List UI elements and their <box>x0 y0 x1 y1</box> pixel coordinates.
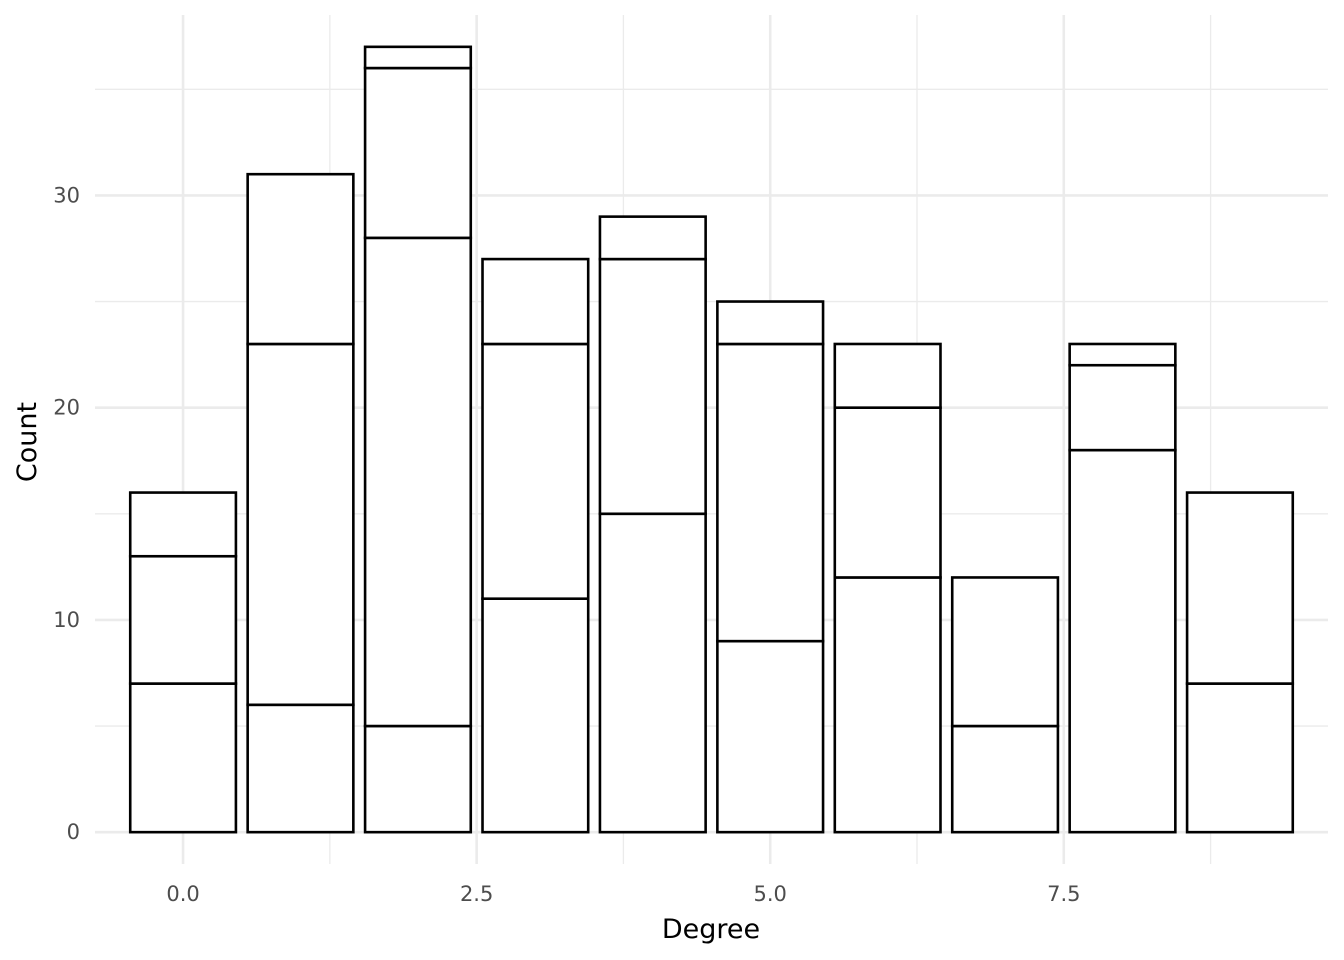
bar-segment <box>716 342 825 643</box>
y-tick-label: 20 <box>53 396 80 420</box>
x-tick-label: 7.5 <box>1047 882 1080 906</box>
x-tick-label: 0.0 <box>166 882 199 906</box>
y-axis-title: Count <box>12 402 43 482</box>
bar-segment <box>1068 342 1177 367</box>
y-tick-label: 0 <box>67 820 80 844</box>
bar-segment <box>1068 448 1177 834</box>
bar-stack <box>363 45 473 834</box>
bar-segment <box>598 512 707 834</box>
bar-segment <box>950 576 1060 728</box>
bar-segment <box>128 682 238 834</box>
y-tick-label: 10 <box>53 608 80 632</box>
bar-stack <box>950 576 1060 834</box>
bar-stack <box>246 172 355 834</box>
x-axis-title: Degree <box>662 914 760 945</box>
x-tick-label: 5.0 <box>754 882 787 906</box>
bar-segment <box>1068 363 1177 452</box>
bar-stack <box>1068 342 1177 834</box>
bar-segment <box>363 45 473 70</box>
bar-stack <box>716 300 825 834</box>
bar-segment <box>481 342 590 600</box>
bar-segment <box>833 406 942 579</box>
bar-segment <box>716 300 825 346</box>
x-tick-label: 2.5 <box>460 882 493 906</box>
bar-segment <box>481 597 590 834</box>
bar-segment <box>363 236 473 728</box>
bar-segment <box>363 724 473 834</box>
x-axis-tick-labels: 0.0 2.5 5.0 7.5 <box>166 882 1080 906</box>
bar-segment <box>950 724 1060 834</box>
y-axis-tick-labels: 0 10 20 30 <box>53 183 80 844</box>
bar-segment <box>246 703 355 834</box>
bar-segment <box>128 491 238 558</box>
bar-stack <box>833 342 942 834</box>
bar-segment <box>246 342 355 707</box>
bar-segment <box>1185 682 1295 834</box>
y-tick-label: 30 <box>53 183 80 207</box>
bar-segment <box>1185 491 1295 685</box>
bar-stack <box>128 491 238 834</box>
bar-segment <box>833 342 942 409</box>
bar-segment <box>833 576 942 834</box>
bar-segment <box>128 554 238 685</box>
bar-stack <box>481 257 590 834</box>
bar-segment <box>363 66 473 240</box>
bar-stack <box>1185 491 1295 834</box>
bar-segment <box>246 172 355 346</box>
bar-segment <box>598 257 707 516</box>
bar-segment <box>598 215 707 261</box>
bar-segment <box>481 257 590 346</box>
bars <box>128 45 1295 834</box>
bar-segment <box>716 639 825 834</box>
bar-stack <box>598 215 707 834</box>
